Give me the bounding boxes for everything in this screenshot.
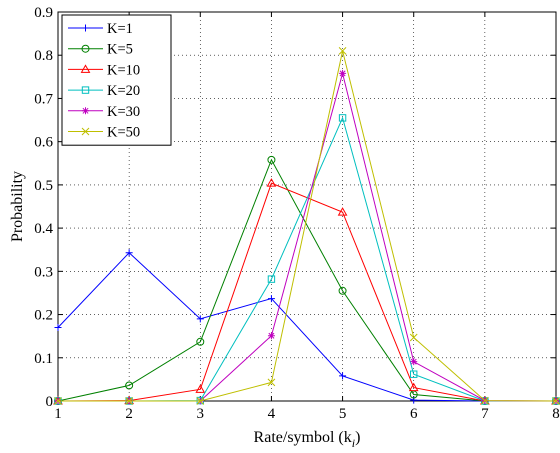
x-tick-label: 5 — [339, 406, 347, 422]
y-tick-label: 0.2 — [34, 308, 53, 324]
legend-item: K=5 — [68, 42, 133, 58]
x-tick-label: 8 — [552, 406, 560, 422]
x-tick-label: 6 — [410, 406, 418, 422]
legend: K=1 K=5 K=10 K=20 K=30 K=50 — [61, 14, 172, 146]
data-point — [125, 249, 133, 257]
x-axis-label-close: ) — [355, 429, 360, 446]
series-k20 — [54, 114, 560, 405]
legend-item: K=50 — [68, 125, 140, 141]
legend-label: K=1 — [107, 21, 133, 37]
x-tick-label: 2 — [125, 406, 133, 422]
legend-label: K=10 — [107, 62, 140, 78]
y-tick-label: 0 — [46, 394, 54, 410]
legend-marker — [82, 107, 89, 115]
data-point — [125, 381, 134, 390]
data-point — [266, 178, 277, 187]
data-point — [338, 47, 347, 55]
x-tick-label: 4 — [268, 406, 276, 422]
y-tick-label: 0.4 — [34, 221, 53, 237]
x-tick-label: 1 — [54, 406, 62, 422]
data-point — [267, 378, 276, 387]
series-k10 — [53, 178, 560, 405]
legend-label: K=20 — [107, 83, 140, 99]
legend-marker — [81, 44, 90, 53]
data-point — [267, 332, 275, 340]
legend-item: K=20 — [68, 83, 140, 99]
data-point — [410, 370, 418, 378]
y-tick-label: 0.8 — [34, 48, 53, 64]
data-point — [54, 324, 62, 332]
y-tick-label: 0.5 — [34, 178, 53, 194]
series-line — [57, 252, 556, 402]
legend-label: K=30 — [107, 104, 140, 120]
plot-frame — [57, 11, 557, 402]
data-point — [196, 397, 205, 405]
y-axis-label: Probability — [9, 171, 26, 242]
data-point — [409, 333, 418, 342]
y-tick-label: 0.3 — [34, 264, 53, 280]
data-point — [267, 275, 276, 283]
series-k1 — [54, 249, 560, 405]
series-line — [58, 116, 556, 402]
data-point — [196, 337, 205, 346]
x-tick-label: 3 — [197, 406, 205, 422]
legend-marker — [80, 64, 91, 73]
legend-item: K=10 — [68, 62, 140, 78]
data-point — [267, 155, 276, 164]
data-point — [552, 397, 560, 405]
series-k5 — [54, 155, 560, 405]
legend-marker — [82, 24, 89, 32]
data-point — [339, 69, 347, 77]
data-point — [481, 396, 489, 405]
data-point — [408, 382, 419, 392]
x-tick-label: 7 — [481, 406, 489, 422]
legend-item: K=30 — [68, 104, 140, 120]
legend-box — [61, 14, 172, 146]
data-point — [196, 315, 204, 323]
data-point — [338, 286, 347, 295]
series-line — [58, 50, 557, 402]
data-point — [195, 384, 206, 393]
data-point — [337, 207, 348, 216]
y-tick-label: 0.9 — [34, 5, 53, 21]
y-tick-label: 0.6 — [34, 135, 53, 151]
legend-marker — [81, 127, 90, 136]
data-point — [410, 358, 418, 366]
data-point — [338, 114, 347, 122]
legend-label: K=50 — [107, 125, 140, 141]
legend-label: K=5 — [107, 42, 133, 58]
data-point — [54, 397, 62, 405]
series-line — [57, 158, 556, 402]
series-layer — [53, 47, 560, 405]
data-point — [125, 397, 133, 405]
series-k50 — [54, 47, 560, 405]
legend-item: K=1 — [68, 21, 133, 37]
data-point — [339, 372, 347, 380]
legend-marker — [81, 86, 90, 94]
data-point — [267, 295, 275, 303]
x-axis-label-subscript: i — [352, 436, 355, 450]
x-axis-label: Rate/symbol (ki) — [254, 429, 361, 450]
y-tick-label: 0.1 — [34, 351, 53, 367]
y-tick-label: 0.7 — [34, 91, 53, 107]
